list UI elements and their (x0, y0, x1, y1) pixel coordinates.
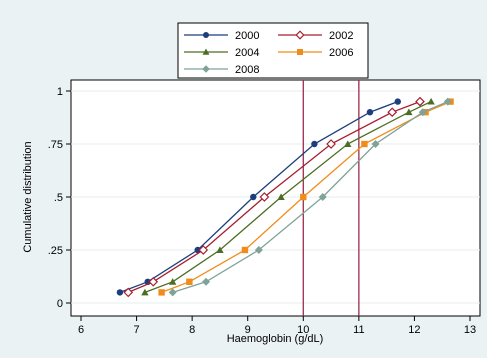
y-axis-label: Cumulative distribution (22, 141, 34, 252)
legend: 2000 2002 2004 2006 2008 (177, 22, 369, 79)
data-point (168, 288, 177, 297)
data-point (202, 48, 210, 55)
data-point (394, 98, 401, 105)
data-point (300, 193, 307, 201)
data-point (194, 246, 201, 254)
data-point (116, 289, 124, 296)
legend-label: 2006 (329, 47, 353, 59)
series-2004 (141, 97, 435, 296)
data-point (366, 109, 374, 116)
series-2000 (116, 98, 401, 296)
data-point (202, 277, 211, 286)
legend-label: 2004 (235, 47, 259, 59)
data-point (241, 246, 249, 254)
data-point (123, 287, 134, 298)
data-point (405, 108, 413, 116)
legend-label: 2008 (235, 64, 259, 76)
x-tick-label: 12 (408, 324, 420, 336)
y-tick-label: 0 (57, 298, 63, 310)
data-point (203, 32, 209, 38)
data-point (254, 246, 263, 254)
data-point (311, 140, 318, 148)
data-point (361, 140, 368, 148)
legend-item-2008: 2008 (184, 64, 259, 76)
x-tick-label: 7 (134, 324, 140, 336)
data-point (158, 289, 165, 296)
data-point (216, 246, 224, 253)
grid-layer (71, 90, 480, 304)
x-tick-label: 6 (78, 324, 84, 336)
data-point (250, 193, 257, 201)
legend-label: 2000 (235, 30, 259, 42)
data-point (198, 245, 209, 255)
y-tick-label: .25 (48, 245, 63, 257)
y-tick-label: 1 (57, 86, 63, 98)
x-tick-label: 9 (245, 324, 251, 336)
series-2008 (168, 97, 452, 297)
data-point (318, 193, 327, 201)
y-tick-label: .5 (54, 192, 63, 204)
legend-item-2004: 2004 (184, 47, 259, 59)
data-point (344, 140, 352, 147)
data-point (148, 276, 159, 287)
axes-layer: 0 .25 .5 .75 1 6 7 8 9 10 11 12 13 (48, 86, 476, 336)
data-point (326, 139, 336, 149)
series-2002 (123, 96, 425, 298)
data-point (427, 97, 435, 105)
legend-item-2006: 2006 (278, 47, 353, 59)
legend-item-2002: 2002 (278, 30, 353, 42)
data-point (295, 30, 305, 40)
x-axis-label: Haemoglobin (g/dL) (227, 333, 324, 345)
legend-label: 2002 (329, 30, 353, 42)
x-tick-label: 8 (189, 324, 195, 336)
data-point (387, 107, 398, 118)
x-tick-label: 10 (297, 324, 309, 336)
legend-item-2000: 2000 (184, 30, 259, 42)
data-point (371, 140, 380, 148)
x-tick-label: 11 (353, 324, 364, 336)
data-point (443, 97, 452, 106)
data-point (297, 49, 303, 55)
data-point (169, 278, 177, 285)
series-layer (116, 96, 454, 298)
data-point (186, 278, 193, 285)
data-point (141, 288, 149, 296)
data-point (202, 65, 210, 73)
x-tick-label: 13 (464, 324, 476, 336)
legend-box (177, 22, 369, 79)
y-tick-label: .75 (48, 139, 63, 151)
data-point (418, 108, 427, 117)
data-point (277, 193, 285, 200)
data-point (259, 192, 270, 202)
data-point (415, 96, 425, 107)
